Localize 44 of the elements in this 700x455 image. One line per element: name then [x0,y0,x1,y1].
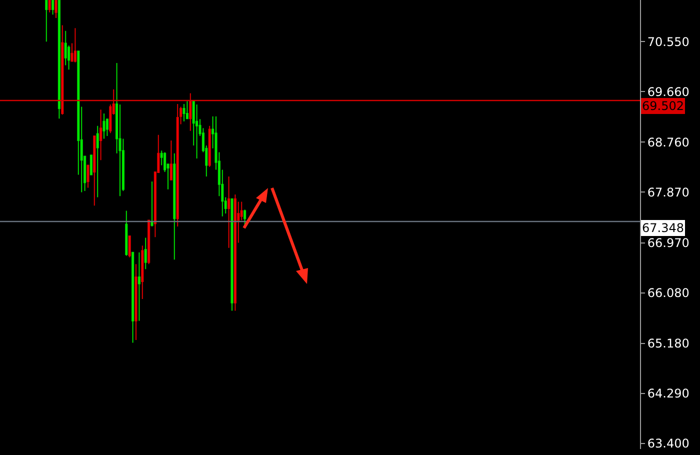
candlestick [128,236,131,258]
candlestick [45,0,48,42]
candlestick [132,252,134,344]
candlestick [230,198,234,312]
candlestick [228,176,230,248]
candlestick [86,164,90,188]
y-tick-label: 67.870 [647,185,690,200]
candlestick [196,104,198,159]
y-tick-label: 63.400 [647,436,690,451]
y-tick-label: 66.970 [647,236,690,250]
y-tick-label: 68.760 [647,135,690,150]
candlestick [173,152,176,260]
ref-line-label: 67.348 [642,221,684,235]
candlestick [52,0,54,16]
candlestick [170,140,172,180]
candlestick [150,181,154,227]
candlestick [138,252,140,322]
candlestick [102,113,106,140]
candlestick [64,30,67,66]
candlestick [54,0,58,18]
candlestick [96,125,99,198]
candlestick [148,220,150,265]
candlestick [58,0,60,120]
y-tick-label: 65.180 [647,336,690,351]
candlestick [90,154,92,176]
candlestick [141,245,144,300]
candlestick [100,109,102,161]
candlestick [186,100,188,120]
y-tick-label: 64.290 [647,386,690,401]
candlestick [93,135,96,206]
candlestick [74,28,76,63]
candlestick [176,103,179,227]
candlestick [134,264,138,340]
y-tick-label: 66.080 [647,286,690,300]
ref-line-label: 69.502 [642,99,684,113]
candlestick [208,125,211,168]
candlestick [125,210,128,256]
candlestick [144,237,147,270]
y-tick-label: 70.550 [647,34,690,49]
candlestick [244,209,246,227]
candlestick [234,194,236,312]
candlestick [182,103,186,122]
y-tick-label: 69.660 [647,84,690,99]
candlestick [48,0,51,13]
